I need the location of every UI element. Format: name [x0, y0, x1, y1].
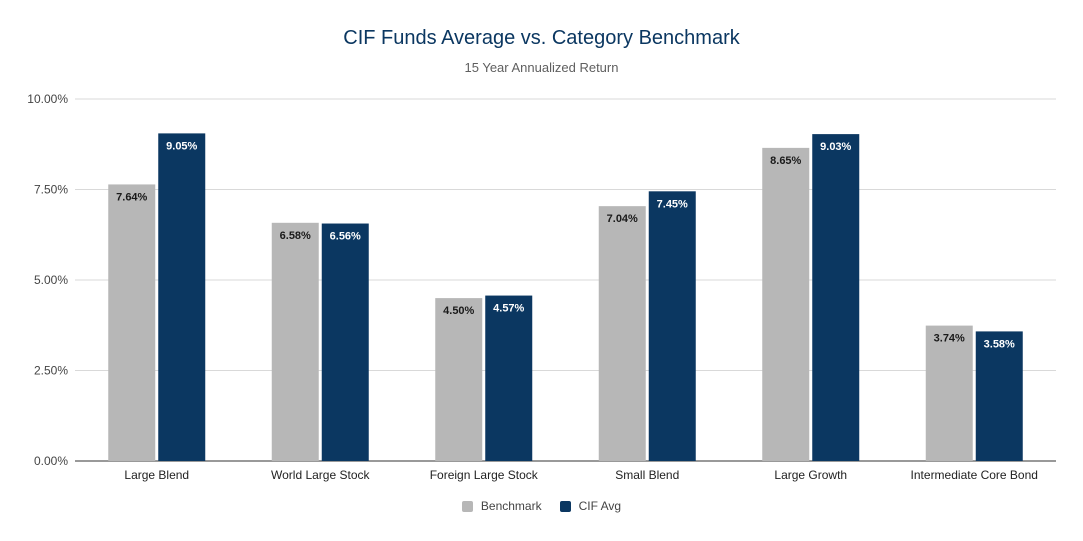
y-tick-label: 10.00%: [27, 92, 68, 106]
legend-label-benchmark: Benchmark: [480, 499, 542, 513]
x-tick-label: Large Growth: [774, 468, 847, 482]
y-tick-label: 2.50%: [34, 364, 68, 378]
chart-title: CIF Funds Average vs. Category Benchmark: [343, 27, 740, 49]
data-label-benchmark: 3.74%: [934, 333, 965, 345]
bar-cif-avg[interactable]: [485, 295, 533, 461]
data-label-cif-avg: 7.45%: [657, 198, 688, 210]
bar-benchmark[interactable]: [271, 222, 319, 461]
bar-cif-avg[interactable]: [648, 191, 696, 461]
x-tick-label: Foreign Large Stock: [430, 468, 539, 482]
data-label-benchmark: 7.64%: [116, 191, 147, 203]
y-tick-label: 0.00%: [34, 454, 68, 468]
x-tick-label: Small Blend: [615, 468, 679, 482]
chart-subtitle: 15 Year Annualized Return: [464, 60, 619, 75]
bar-cif-avg[interactable]: [975, 331, 1023, 461]
bar-cif-avg[interactable]: [321, 223, 369, 461]
legend-item-benchmark[interactable]: Benchmark: [461, 499, 542, 513]
bar-benchmark[interactable]: [598, 206, 646, 461]
data-label-cif-avg: 4.57%: [493, 303, 524, 315]
bar-benchmark[interactable]: [435, 298, 483, 461]
bar-benchmark[interactable]: [925, 325, 973, 461]
y-tick-label: 5.00%: [34, 273, 68, 287]
data-label-benchmark: 6.58%: [280, 230, 311, 242]
data-label-benchmark: 8.65%: [770, 155, 801, 167]
x-tick-label: Intermediate Core Bond: [911, 468, 1038, 482]
chart-legend: Benchmark CIF Avg: [0, 499, 1083, 513]
data-label-benchmark: 7.04%: [607, 213, 638, 225]
legend-swatch-benchmark: [461, 500, 473, 512]
bar-cif-avg[interactable]: [812, 134, 860, 461]
data-label-cif-avg: 3.58%: [984, 338, 1015, 350]
bar-benchmark[interactable]: [108, 184, 156, 461]
data-label-cif-avg: 9.05%: [166, 140, 197, 152]
y-tick-label: 7.50%: [34, 183, 68, 197]
legend-item-cif-avg[interactable]: CIF Avg: [559, 499, 622, 513]
data-label-cif-avg: 6.56%: [330, 231, 361, 243]
legend-swatch-cif-avg: [559, 500, 571, 512]
x-tick-label: World Large Stock: [271, 468, 370, 482]
data-label-cif-avg: 9.03%: [820, 141, 851, 153]
data-label-benchmark: 4.50%: [443, 305, 474, 317]
x-tick-label: Large Blend: [124, 468, 189, 482]
legend-label-cif-avg: CIF Avg: [578, 499, 622, 513]
bar-cif-avg[interactable]: [158, 133, 206, 461]
bar-benchmark[interactable]: [762, 147, 810, 461]
